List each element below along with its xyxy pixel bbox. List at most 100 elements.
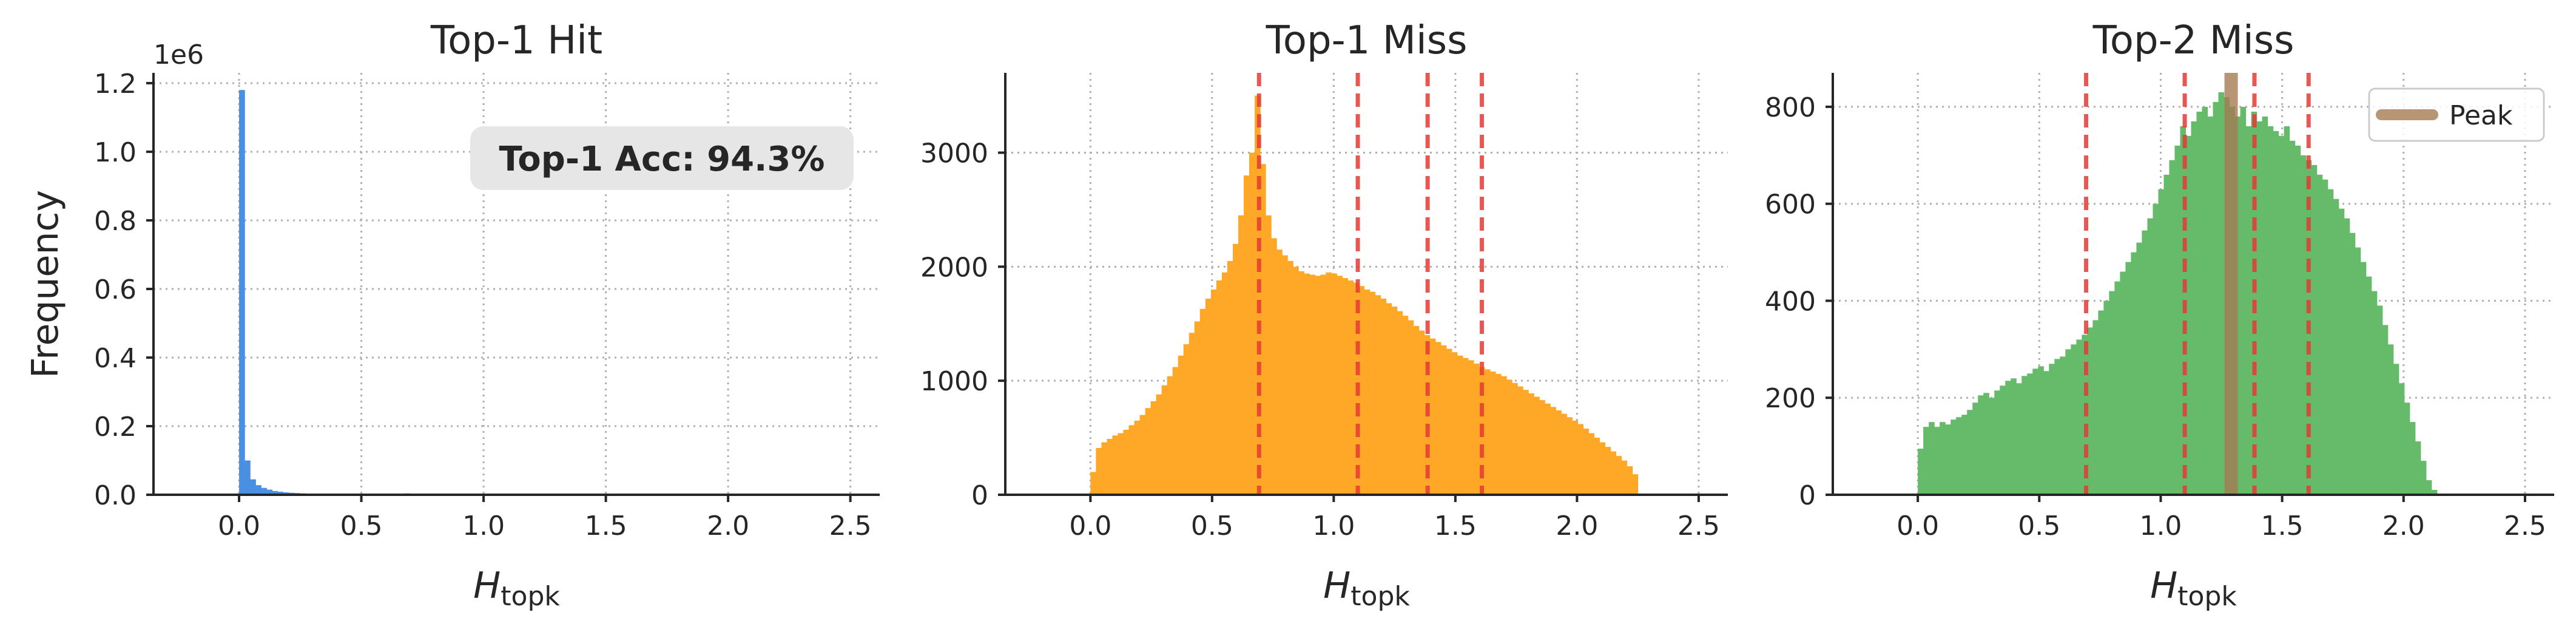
histogram-bar — [1096, 447, 1102, 495]
histogram-bar — [1583, 429, 1590, 495]
histogram-bar — [1446, 348, 1452, 495]
histogram-bar — [1418, 330, 1425, 495]
histogram-bar — [2431, 490, 2438, 495]
histogram-bar — [2338, 208, 2345, 495]
histogram-bar — [1934, 427, 1940, 495]
histogram-bar — [2404, 402, 2410, 495]
histogram-bar — [2103, 301, 2109, 495]
histogram-bar — [1534, 396, 1540, 495]
histogram-bar — [1358, 286, 1365, 495]
y-tick-label: 0.0 — [94, 480, 137, 511]
histogram-bar — [2071, 344, 2077, 495]
histogram-bar — [2267, 126, 2274, 495]
x-tick-label: 0.5 — [2018, 511, 2060, 542]
histogram-bar — [2120, 271, 2126, 495]
histogram-bar — [1429, 338, 1436, 495]
histogram-bar — [2294, 145, 2301, 495]
y-tick-label: 0.6 — [94, 274, 137, 305]
histogram-bar — [2163, 174, 2170, 495]
histogram-bar — [2169, 160, 2176, 495]
histogram-bar — [2207, 116, 2214, 495]
panel-title: Top-1 Miss — [1266, 18, 1468, 63]
histogram-bar — [1255, 95, 1261, 495]
x-tick-label: 1.0 — [1312, 511, 1355, 542]
histogram-bar — [1627, 466, 1633, 495]
histogram-bar — [1210, 289, 1217, 495]
x-tick-label: 2.0 — [1556, 511, 1598, 542]
histogram-bar — [2300, 155, 2307, 495]
histogram-bar — [2153, 203, 2159, 495]
histogram-bar — [2054, 359, 2060, 495]
histogram-bar — [1293, 267, 1299, 495]
histogram-bar — [2142, 230, 2148, 495]
y-tick-label: 0.4 — [94, 343, 137, 374]
histogram-bar — [2398, 383, 2405, 495]
histogram-bar — [1566, 417, 1573, 495]
histogram-bar — [1282, 255, 1288, 495]
y-offset-label: 1e6 — [153, 39, 204, 70]
histogram-bar — [2147, 218, 2154, 495]
histogram-bar — [2382, 325, 2389, 495]
histogram-bar — [1951, 419, 1957, 495]
histogram-bar — [2125, 262, 2132, 495]
histogram-bar — [2322, 179, 2328, 495]
histogram-bar — [1266, 215, 1272, 495]
y-tick-label: 200 — [1765, 383, 1816, 414]
x-tick-label: 2.5 — [1677, 511, 1720, 542]
histogram-bar — [1386, 303, 1392, 495]
histogram-bar — [261, 487, 268, 495]
x-tick-label: 0.0 — [1897, 511, 1939, 542]
histogram-bar — [2360, 262, 2367, 495]
histogram-bar — [2032, 368, 2038, 495]
histogram-bar — [1517, 386, 1523, 495]
y-axis-label: Frequency — [24, 190, 67, 378]
histogram-bar — [1473, 363, 1480, 495]
histogram-bar — [1123, 429, 1130, 495]
histogram-bar — [1156, 394, 1162, 495]
histogram-bar — [239, 90, 245, 495]
histogram-bar — [2092, 320, 2099, 495]
histogram-bar — [1139, 415, 1146, 495]
histogram-bar — [1375, 295, 1381, 495]
histogram-bar — [2065, 349, 2071, 495]
x-tick-label: 1.0 — [2139, 511, 2182, 542]
histogram-bar — [1523, 390, 1529, 495]
histogram-bar — [2196, 111, 2203, 495]
histogram-bar — [1402, 316, 1409, 495]
x-tick-label: 2.5 — [2504, 511, 2546, 542]
histogram-bar — [1167, 376, 1173, 495]
histogram-bar — [1983, 393, 1989, 495]
histogram-bar — [2218, 92, 2225, 495]
histogram-bar — [1221, 272, 1228, 495]
histogram-bar — [2284, 126, 2290, 495]
histogram-bar — [2355, 247, 2361, 495]
histogram-bar — [255, 485, 261, 495]
histogram-bar — [2049, 364, 2055, 495]
histogram-bar — [2415, 441, 2421, 495]
histogram-bar — [1183, 344, 1190, 495]
y-tick-label: 600 — [1765, 189, 1816, 220]
histogram-bar — [1945, 424, 1951, 495]
histogram-bar — [1594, 438, 1600, 495]
histogram-bar — [277, 491, 284, 495]
histogram-bar — [1923, 427, 1929, 495]
histogram-bar — [1107, 438, 1113, 495]
histogram-bar — [2333, 199, 2339, 495]
histogram-bar — [1528, 393, 1534, 495]
histogram-bar — [2021, 376, 2028, 495]
legend: Peak — [2368, 87, 2545, 142]
histogram-bar — [1172, 367, 1179, 495]
histogram-bar — [2426, 480, 2432, 495]
histogram-bar — [1599, 442, 1606, 495]
histogram-bar — [2311, 165, 2318, 495]
histogram-bar — [1369, 291, 1376, 495]
x-tick-label: 0.5 — [1191, 511, 1233, 542]
y-tick-label: 1.0 — [94, 137, 137, 168]
histogram-bar — [1309, 274, 1315, 495]
histogram-bar — [2420, 461, 2427, 495]
histogram-bar — [2158, 189, 2165, 495]
panel-top2-miss: 0.0 0.5 1.0 1.5 2.0 2.5 0 200 400 600 800 Top-2 Mi… — [1765, 18, 2554, 612]
histogram-bar — [1512, 382, 1518, 495]
histogram-bar — [1397, 311, 1403, 495]
histogram-bar — [1145, 408, 1151, 495]
